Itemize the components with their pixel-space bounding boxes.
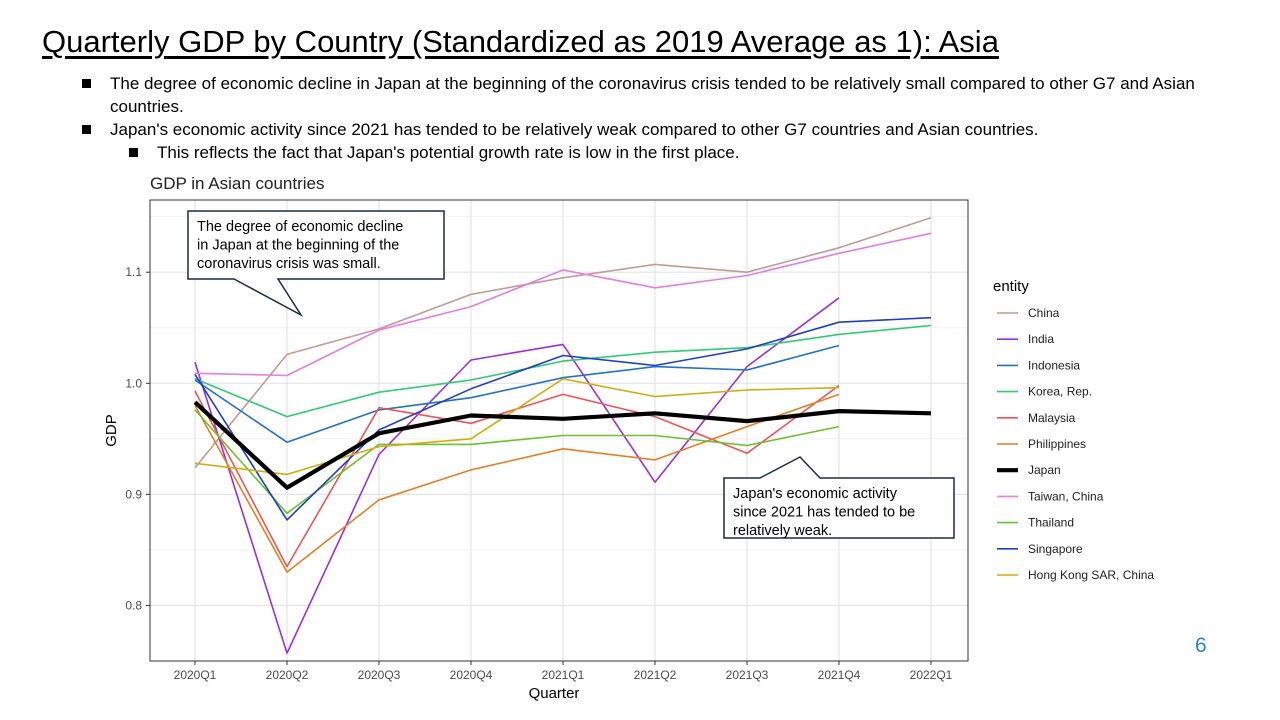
callout-text-line: relatively weak. xyxy=(733,523,832,539)
x-tick-label: 2020Q1 xyxy=(174,668,217,682)
series-line-china xyxy=(194,217,932,469)
y-axis-title: GDP xyxy=(103,414,120,447)
callout-box xyxy=(187,210,445,318)
legend-label: Japan xyxy=(1028,463,1061,477)
callout-text-line: in Japan at the beginning of the xyxy=(197,238,399,254)
x-tick-label: 2020Q3 xyxy=(358,668,401,682)
x-tick-label: 2021Q2 xyxy=(634,668,677,682)
x-tick-label: 2020Q2 xyxy=(266,668,309,682)
y-tick-label: 1.1 xyxy=(125,265,142,279)
series-line-india xyxy=(194,297,840,655)
series-line-indonesia xyxy=(194,344,840,444)
annotation-callout-weak: Japan's economic activity since 2021 has … xyxy=(723,456,955,539)
legend-label: China xyxy=(1028,306,1060,320)
legend-title: entity xyxy=(993,278,1029,295)
callout-text-line: Japan's economic activity xyxy=(733,486,898,502)
bullet-list: The degree of economic decline in Japan … xyxy=(82,72,1222,164)
legend-label: Hong Kong SAR, China xyxy=(1028,568,1154,582)
x-tick-label: 2020Q4 xyxy=(450,668,493,682)
legend-label: Malaysia xyxy=(1028,411,1076,425)
x-tick-label: 2021Q1 xyxy=(542,668,585,682)
legend-label: Singapore xyxy=(1028,542,1083,556)
series-line-japan xyxy=(193,400,932,490)
x-tick-label: 2021Q4 xyxy=(818,668,861,682)
x-tick-label: 2021Q3 xyxy=(726,668,769,682)
callout-text-line: coronavirus crisis was small. xyxy=(197,256,381,272)
legend: entity China India Indonesia Korea, Rep. Mala… xyxy=(993,278,1154,582)
callout-box xyxy=(723,456,955,539)
legend-label: Indonesia xyxy=(1028,358,1080,372)
plot-border xyxy=(149,199,969,662)
legend-label: Philippines xyxy=(1028,437,1086,451)
legend-label: India xyxy=(1028,332,1054,346)
series-line-hong-kong-sar-china xyxy=(194,377,840,476)
page-number: 6 xyxy=(1195,634,1207,657)
series-lines xyxy=(193,217,932,655)
bullet-item: Japan's economic activity since 2021 has… xyxy=(82,118,1222,141)
y-tick-label: 0.9 xyxy=(125,487,142,501)
series-line-thailand xyxy=(194,409,840,515)
legend-label: Thailand xyxy=(1028,516,1074,530)
series-line-korea-rep- xyxy=(194,324,932,418)
y-tick-label: 0.8 xyxy=(125,598,142,612)
callout-text-line: The degree of economic decline xyxy=(197,219,403,235)
bullet-item: The degree of economic decline in Japan … xyxy=(82,72,1222,118)
callout-text-line: since 2021 has tended to be xyxy=(733,505,915,521)
series-line-singapore xyxy=(194,316,932,521)
x-tick-label: 2022Q1 xyxy=(910,668,953,682)
chart-title: GDP in Asian countries xyxy=(150,174,325,193)
annotation-callout-decline: The degree of economic decline in Japan a… xyxy=(187,210,445,318)
sub-bullet-item: This reflects the fact that Japan's pote… xyxy=(129,141,1222,164)
x-axis-title: Quarter xyxy=(529,685,580,702)
legend-label: Korea, Rep. xyxy=(1028,385,1092,399)
series-line-malaysia xyxy=(194,384,840,568)
legend-label: Taiwan, China xyxy=(1028,489,1104,503)
y-tick-label: 1.0 xyxy=(125,376,142,390)
series-line-philippines xyxy=(194,393,840,573)
series-line-taiwan-china xyxy=(194,232,932,377)
slide-title: Quarterly GDP by Country (Standardized a… xyxy=(42,24,999,59)
